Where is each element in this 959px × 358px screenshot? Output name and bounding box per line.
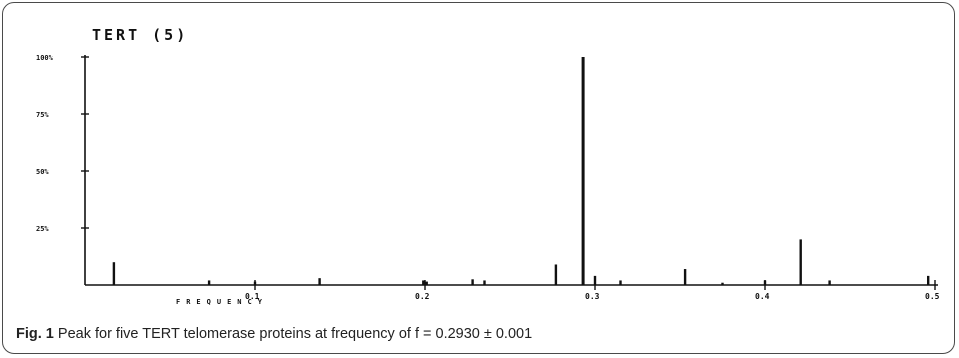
spectrum-bar [425,281,428,285]
spectrum-bar [207,280,211,285]
spectrum-bar [927,275,930,285]
spectrum-bar [683,269,687,285]
figure-frame [2,2,955,354]
y-tick-label: 75% [36,111,49,119]
spectrum-bar [471,279,474,285]
figure-caption: Fig. 1 Peak for five TERT telomerase pro… [16,326,532,342]
spectrum-bar [422,280,425,285]
y-tick-label: 25% [36,225,49,233]
figure-label: Fig. 1 [16,326,54,342]
x-axis-label: FREQUENCY [176,298,268,306]
y-tick-label: 50% [36,168,49,176]
x-tick-label: 0.3 [585,292,600,301]
spectrum-bar [619,280,622,285]
spectrum-bar [799,239,802,285]
spectrum-bar [112,262,116,285]
x-tick-label: 0.4 [755,292,770,301]
spectrum-bar [581,57,585,285]
y-ticks: 100% 75% 50% 25% [36,54,89,233]
x-tick-label: 0.1 [245,292,260,301]
x-tick-label: 0.2 [415,292,430,301]
spectrum-bar [593,275,597,285]
spectrum-bar [721,282,724,285]
spectrum-bar [554,264,558,285]
bars [112,57,930,285]
spectrum-bar [483,280,486,285]
spectrum-bar [828,280,831,285]
x-tick-label: 0.5 [925,292,940,301]
x-ticks: 0.1 0.2 0.3 0.4 0.5 [245,280,940,301]
spectrum-bar [763,280,767,285]
spectrum-bar [253,281,257,285]
spectrum-chart: TERT (5) 100% 75% 50% 25% 0.1 0.2 0.3 0.4 0.5 F… [36,26,940,306]
spectrum-bar [318,278,321,285]
chart-title: TERT (5) [92,26,188,44]
y-tick-label: 100% [36,54,54,62]
figure-caption-text: Peak for five TERT telomerase proteins a… [57,326,533,342]
